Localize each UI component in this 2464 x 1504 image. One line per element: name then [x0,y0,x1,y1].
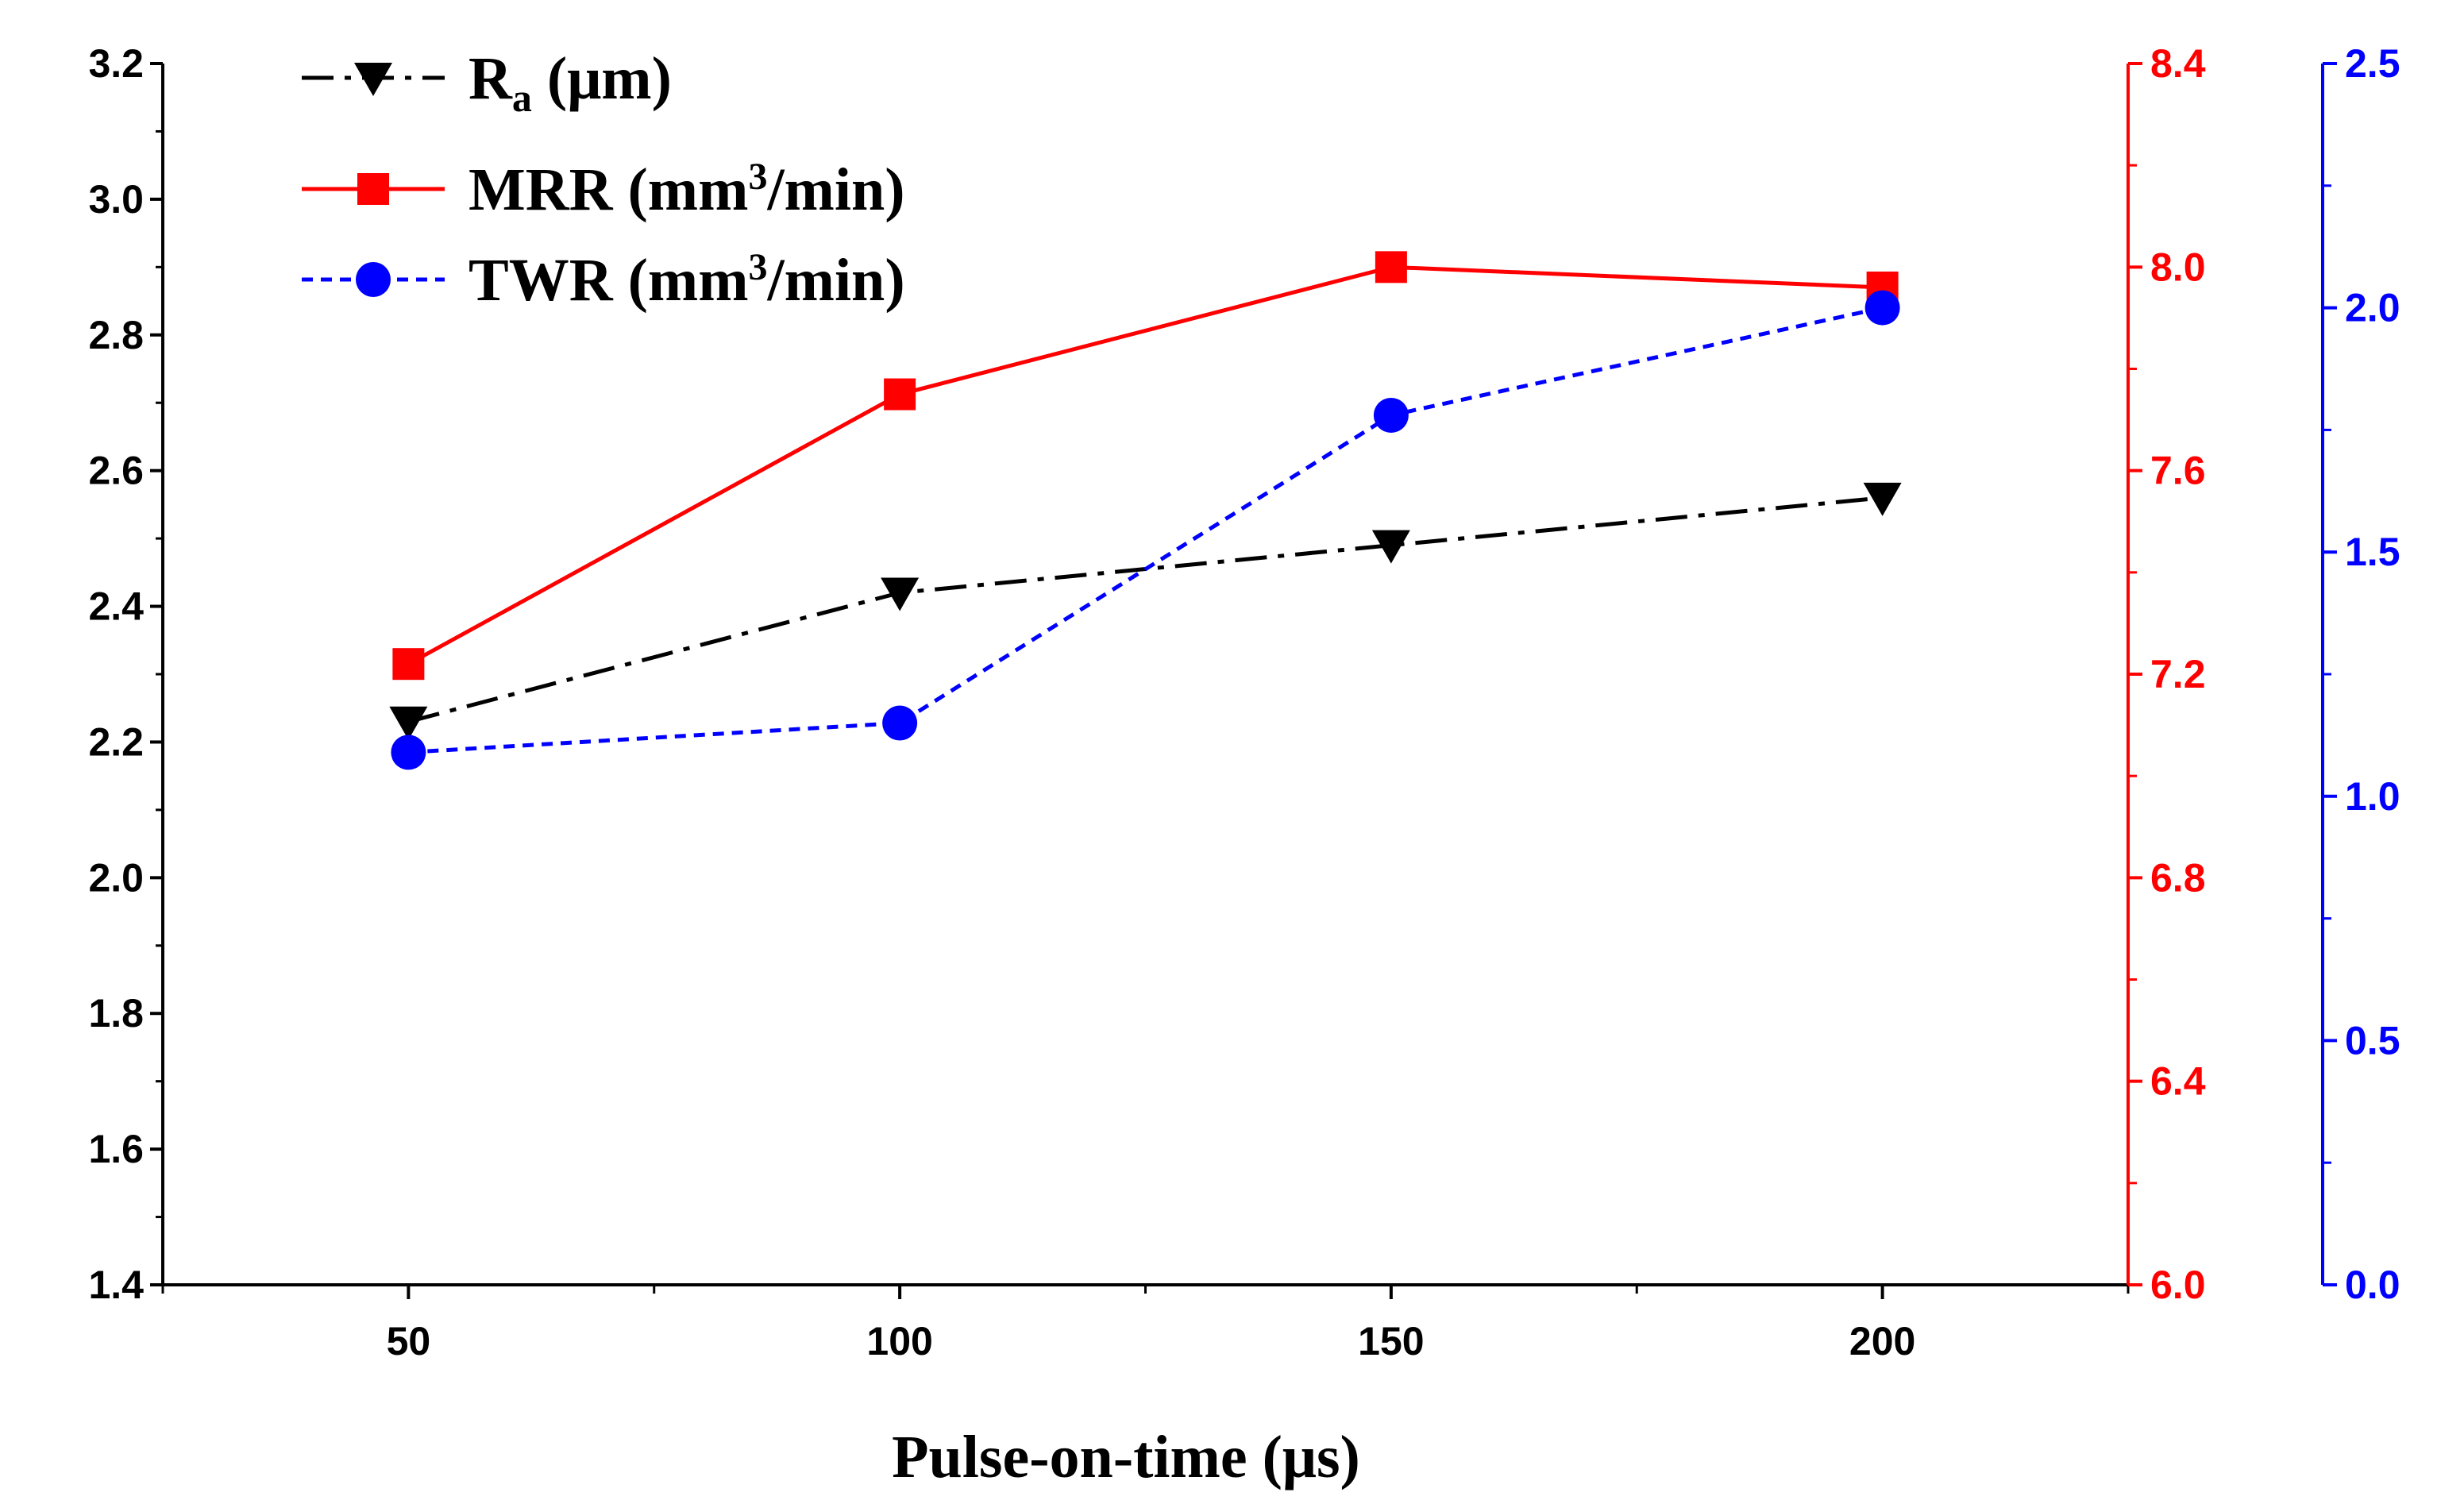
legend-marker-2 [356,262,391,297]
right1-y-tick-label: 8.4 [2150,41,2206,86]
x-tick-label: 50 [387,1319,431,1363]
right1-y-tick-label: 6.0 [2150,1263,2206,1307]
legend-label-0: Ra (μm) [469,45,672,120]
right1-y-tick-label: 6.8 [2150,855,2206,900]
legend-label-2: TWR (mm3/min) [469,246,905,314]
legend-label-1: MRR (mm3/min) [469,156,905,223]
right1-y-tick-label: 7.2 [2150,652,2206,696]
left-y-tick-label: 2.4 [88,584,144,629]
left-y-tick-label: 2.6 [88,449,144,493]
series-0-point [881,577,920,611]
left-y-tick-label: 1.4 [88,1263,144,1307]
series-2-point [391,735,426,770]
legend-marker-1 [357,173,389,205]
left-y-tick-label: 1.6 [88,1127,144,1171]
left-y-tick-label: 3.2 [88,41,144,86]
x-tick-label: 100 [866,1319,932,1363]
right2-y-tick-label: 2.0 [2345,286,2400,330]
series-line-0 [407,496,1883,724]
series-0-point [1371,530,1410,564]
left-y-tick-label: 2.0 [88,855,144,900]
series-1-point [1375,251,1407,283]
right2-y-tick-label: 1.5 [2345,530,2400,574]
series-2-point [1864,290,1900,326]
series-line-1 [407,264,1883,666]
left-y-tick-label: 3.0 [88,177,144,222]
right1-y-tick-label: 7.6 [2150,449,2206,493]
right1-y-tick-label: 6.4 [2150,1059,2206,1104]
series-2-point [882,705,918,741]
left-y-tick-label: 2.8 [88,313,144,357]
series-1-point [392,648,425,681]
series-2-point [1373,397,1409,433]
x-axis-title: Pulse-on-time (μs) [892,1424,1360,1491]
legend-marker-0 [354,63,392,96]
right2-y-tick-label: 0.0 [2345,1263,2400,1307]
right2-y-tick-label: 1.0 [2345,774,2400,819]
right2-y-tick-label: 2.5 [2345,41,2400,86]
left-y-tick-label: 2.2 [88,719,144,764]
right1-y-tick-label: 8.0 [2150,245,2206,289]
x-tick-label: 200 [1849,1319,1915,1363]
series-0-point [1863,482,1902,516]
series-1-point [884,378,916,411]
series-line-2 [408,306,1884,754]
x-tick-label: 150 [1358,1319,1424,1363]
series-0-point [389,706,428,740]
left-y-tick-label: 1.8 [88,991,144,1035]
right2-y-tick-label: 0.5 [2345,1018,2400,1062]
